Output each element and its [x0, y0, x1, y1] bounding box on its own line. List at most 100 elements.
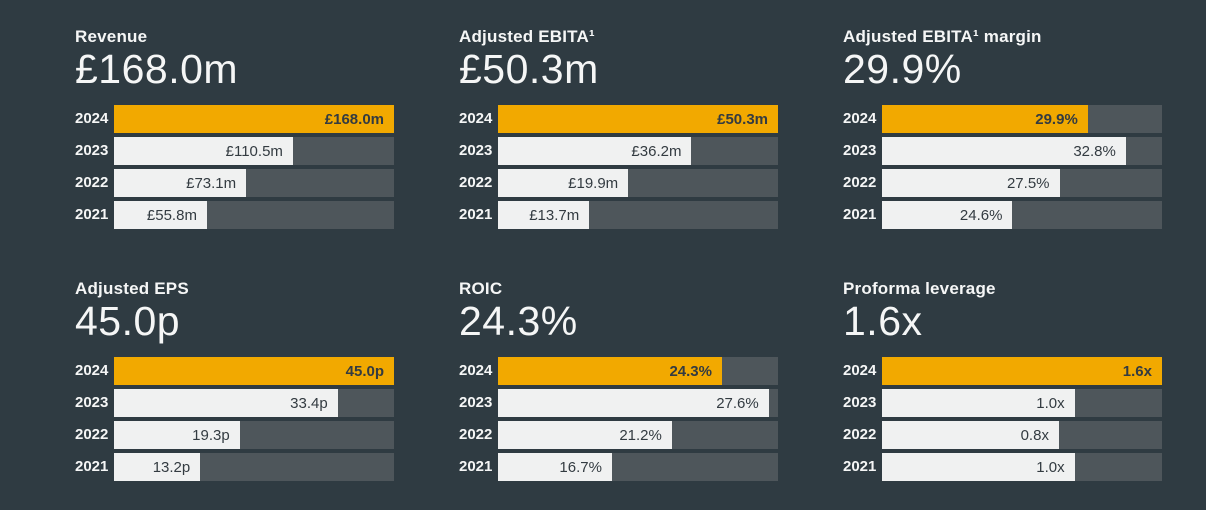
kpi-title: Adjusted EPS: [75, 279, 189, 298]
bar-row-2024: 2024 £50.3m: [459, 105, 778, 133]
year-label: 2022: [843, 174, 877, 191]
bar-value-label: £13.7m: [529, 206, 580, 224]
bar-track: 0.8x: [882, 421, 1162, 449]
bar-track: 1.0x: [882, 389, 1162, 417]
year-label: 2021: [459, 206, 493, 223]
year-label: 2023: [459, 142, 493, 159]
bar-value-label: £50.3m: [717, 110, 768, 128]
bar-row-2022: 2022 21.2%: [459, 421, 778, 449]
bar-row-2023: 2023 £36.2m: [459, 137, 778, 165]
bar-track: 24.6%: [882, 201, 1162, 229]
bar-value-label: 1.6x: [1122, 362, 1152, 380]
bar-value-label: £110.5m: [225, 142, 283, 160]
bar: £13.7m: [498, 201, 590, 229]
bar-row-2024: 2024 24.3%: [459, 357, 778, 385]
kpi-title: Revenue: [75, 27, 148, 46]
bar-row-2023: 2023 32.8%: [843, 137, 1162, 165]
bar-track: £50.3m: [498, 105, 778, 133]
kpi-panel-adjusted-eps: Adjusted EPS 45.0p 2024 45.0p 2023 33.4p: [75, 279, 394, 485]
bar-value-label: 27.6%: [716, 394, 759, 412]
year-label: 2021: [843, 458, 877, 475]
bar-value-label: 24.6%: [959, 206, 1003, 224]
year-label: 2023: [843, 394, 877, 411]
bar: 16.7%: [498, 453, 612, 481]
bar-value-label: 1.0x: [1036, 394, 1065, 412]
bar: 45.0p: [114, 357, 394, 385]
bar-chart: 2024 £168.0m 2023 £110.5m 2022: [75, 105, 394, 229]
bar: 27.6%: [498, 389, 769, 417]
kpi-panel-ebita-margin: Adjusted EBITA¹ margin 29.9% 2024 29.9% …: [843, 27, 1162, 233]
kpi-panel-roic: ROIC 24.3% 2024 24.3% 2023 27.6%: [459, 279, 778, 485]
bar-row-2021: 2021 £55.8m: [75, 201, 394, 229]
year-label: 2024: [75, 110, 109, 127]
bar: £110.5m: [114, 137, 293, 165]
bar-track: 1.6x: [882, 357, 1162, 385]
kpi-panel-proforma-leverage: Proforma leverage 1.6x 2024 1.6x 2023 1.…: [843, 279, 1162, 485]
bar: £36.2m: [498, 137, 692, 165]
bar: 1.6x: [882, 357, 1162, 385]
year-label: 2023: [75, 394, 109, 411]
year-label: 2024: [459, 362, 493, 379]
bar-value-label: 29.9%: [1035, 110, 1078, 128]
kpi-headline-value: 24.3%: [459, 298, 578, 344]
year-label: 2023: [843, 142, 877, 159]
bar: £73.1m: [114, 169, 247, 197]
bar-row-2022: 2022 19.3p: [75, 421, 394, 449]
bar-row-2021: 2021 24.6%: [843, 201, 1162, 229]
bar-row-2022: 2022 0.8x: [843, 421, 1162, 449]
kpi-headline-value: £168.0m: [75, 46, 239, 92]
bar: 21.2%: [498, 421, 672, 449]
year-label: 2023: [75, 142, 109, 159]
year-label: 2024: [843, 110, 877, 127]
year-label: 2024: [75, 362, 109, 379]
bar-row-2022: 2022 £73.1m: [75, 169, 394, 197]
bar-value-label: 21.2%: [619, 426, 662, 444]
bar-track: 27.5%: [882, 169, 1162, 197]
bar-track: 29.9%: [882, 105, 1162, 133]
bar: 29.9%: [882, 105, 1088, 133]
bar-track: 13.2p: [114, 453, 394, 481]
kpi-dashboard: Revenue £168.0m 2024 £168.0m 2023 £110.5…: [75, 27, 1162, 485]
bar-chart: 2024 45.0p 2023 33.4p 2022: [75, 357, 394, 481]
bar: 1.0x: [882, 389, 1075, 417]
year-label: 2021: [75, 458, 109, 475]
kpi-panel-revenue: Revenue £168.0m 2024 £168.0m 2023 £110.5…: [75, 27, 394, 233]
bar: 32.8%: [882, 137, 1126, 165]
bar: 33.4p: [114, 389, 338, 417]
bar-row-2021: 2021 £13.7m: [459, 201, 778, 229]
bar-track: 27.6%: [498, 389, 778, 417]
kpi-title: Proforma leverage: [843, 279, 996, 298]
kpi-panel-adjusted-ebita: Adjusted EBITA¹ £50.3m 2024 £50.3m 2023 …: [459, 27, 778, 233]
kpi-title: Adjusted EBITA¹ margin: [843, 27, 1042, 46]
bar-track: £168.0m: [114, 105, 394, 133]
bar-value-label: 45.0p: [345, 362, 384, 380]
bar-row-2024: 2024 29.9%: [843, 105, 1162, 133]
bar-track: 19.3p: [114, 421, 394, 449]
bar-row-2024: 2024 45.0p: [75, 357, 394, 385]
bar: £50.3m: [498, 105, 778, 133]
year-label: 2022: [75, 174, 109, 191]
bar-row-2023: 2023 27.6%: [459, 389, 778, 417]
bar-chart: 2024 1.6x 2023 1.0x 2022: [843, 357, 1162, 481]
bar-track: 16.7%: [498, 453, 778, 481]
bar-row-2023: 2023 £110.5m: [75, 137, 394, 165]
kpi-headline-value: 45.0p: [75, 298, 181, 344]
bar-chart: 2024 29.9% 2023 32.8% 2022: [843, 105, 1162, 229]
bar-track: 32.8%: [882, 137, 1162, 165]
bar-track: £19.9m: [498, 169, 778, 197]
bar-row-2021: 2021 16.7%: [459, 453, 778, 481]
bar-track: 24.3%: [498, 357, 778, 385]
year-label: 2022: [459, 426, 493, 443]
bar-track: £13.7m: [498, 201, 778, 229]
bar-row-2023: 2023 1.0x: [843, 389, 1162, 417]
bar-value-label: 33.4p: [290, 394, 328, 412]
year-label: 2021: [75, 206, 109, 223]
bar-row-2021: 2021 13.2p: [75, 453, 394, 481]
bar-track: £55.8m: [114, 201, 394, 229]
bar: £19.9m: [498, 169, 629, 197]
bar-track: 21.2%: [498, 421, 778, 449]
bar-value-label: 13.2p: [152, 458, 191, 476]
year-label: 2021: [459, 458, 493, 475]
bar-value-label: 16.7%: [559, 458, 602, 476]
kpi-headline-value: 29.9%: [843, 46, 962, 92]
